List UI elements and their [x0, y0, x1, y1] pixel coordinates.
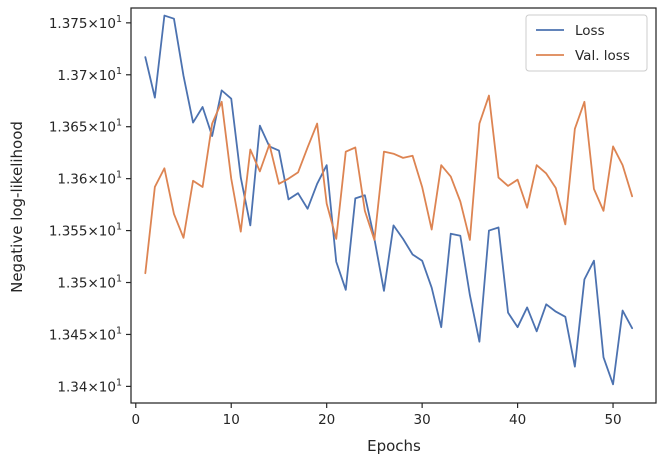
x-tick-label: 50 [604, 412, 621, 428]
x-tick-label: 30 [414, 412, 431, 428]
plot-frame [130, 7, 657, 404]
axis-ticks: 0 10 20 30 40 50 1.34×101 1.345×101 1.35×101 1.35… [49, 14, 622, 428]
x-tick-label: 10 [223, 412, 240, 428]
series-line-loss [144, 14, 634, 386]
x-axis-label: Epochs [367, 437, 421, 455]
legend-label-val-loss: Val. loss [575, 48, 630, 64]
y-tick-label: 1.35×101 [57, 274, 122, 292]
x-tick-label: 0 [131, 412, 140, 428]
y-tick-label: 1.37×101 [57, 66, 122, 84]
x-tick-label: 20 [318, 412, 335, 428]
y-tick-label: 1.34×101 [57, 377, 122, 395]
y-axis-label: Negative log-likelihood [8, 121, 26, 293]
y-tick-label: 1.365×101 [49, 118, 122, 136]
legend: Loss Val. loss [525, 14, 648, 72]
legend-box [525, 14, 648, 72]
y-tick-label: 1.355×101 [49, 222, 122, 240]
x-tick-label: 40 [509, 412, 526, 428]
y-tick-label: 1.375×101 [49, 14, 122, 32]
series-lines [144, 14, 634, 386]
series-line-val-loss [144, 94, 634, 275]
y-tick-label: 1.345×101 [49, 325, 122, 343]
y-tick-label: 1.36×101 [57, 170, 122, 188]
legend-label-loss: Loss [575, 23, 605, 39]
